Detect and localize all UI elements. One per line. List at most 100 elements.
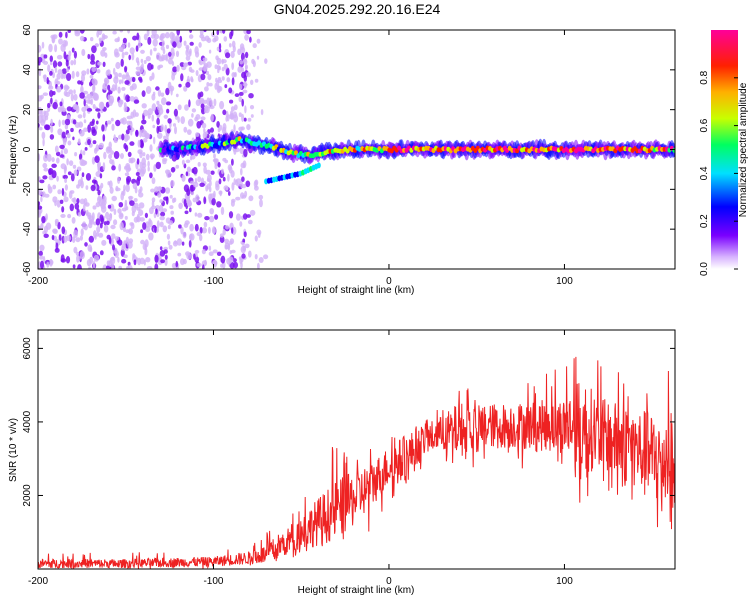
noise-dot <box>145 257 151 263</box>
noise-dot <box>96 69 101 74</box>
noise-dot <box>144 226 151 232</box>
noise-dot <box>175 93 179 98</box>
noise-dot <box>123 102 127 108</box>
noise-dot <box>241 194 247 199</box>
noise-dot <box>221 76 225 81</box>
noise-dot <box>137 41 142 48</box>
noise-dot <box>131 211 135 217</box>
noise-dot <box>112 244 115 251</box>
noise-dot <box>173 108 178 117</box>
noise-dot <box>195 51 200 58</box>
noise-dot <box>177 252 182 257</box>
noise-dot <box>103 224 109 233</box>
noise-dot <box>241 176 245 182</box>
noise-dot <box>169 194 173 199</box>
noise-dot <box>260 109 264 116</box>
noise-dot <box>181 159 185 165</box>
noise-dot <box>141 90 146 97</box>
noise-dot <box>202 162 207 168</box>
noise-dot <box>137 149 143 155</box>
noise-dot <box>149 172 153 179</box>
spectrogram-x-ticks: -200 -100 0 100 <box>28 30 573 287</box>
noise-dot <box>84 242 88 247</box>
noise-dot <box>143 60 147 64</box>
noise-dot <box>70 93 74 102</box>
noise-dot <box>88 266 92 269</box>
noise-dot <box>118 79 122 85</box>
noise-dot <box>252 60 256 68</box>
noise-dot <box>47 64 51 72</box>
noise-dot <box>67 140 72 146</box>
noise-dot <box>213 153 216 159</box>
noise-dot <box>72 119 77 125</box>
noise-dot <box>208 97 212 107</box>
noise-dot <box>165 101 172 106</box>
noise-dot <box>56 199 61 208</box>
noise-dot <box>46 261 50 268</box>
spectrogram-marks <box>38 30 675 269</box>
noise-dot <box>70 127 74 133</box>
noise-dot <box>172 41 177 48</box>
noise-dot <box>76 198 80 204</box>
noise-dot <box>201 227 208 234</box>
noise-dot <box>121 258 127 264</box>
noise-dot <box>238 96 243 103</box>
noise-dot <box>233 261 238 269</box>
noise-dot <box>234 93 240 97</box>
noise-dot <box>120 153 124 159</box>
noise-dot <box>126 115 133 120</box>
noise-dot <box>201 36 206 42</box>
noise-dot <box>107 94 111 101</box>
noise-dot <box>74 31 81 37</box>
noise-dot <box>183 184 190 193</box>
noise-dot <box>229 99 234 104</box>
noise-dot <box>175 266 180 269</box>
noise-dot <box>165 187 171 194</box>
noise-dot <box>97 61 102 66</box>
noise-dot <box>197 176 202 183</box>
noise-dot <box>111 165 116 171</box>
noise-dot <box>133 202 139 209</box>
noise-dot <box>189 41 194 46</box>
noise-dot <box>40 196 43 203</box>
colorbar-tick-label: 0.6 <box>699 118 710 132</box>
snr-x-ticks: -200 -100 0 100 <box>28 330 573 587</box>
noise-dot <box>77 264 82 269</box>
colorbar: 0.0 0.2 0.4 0.6 0.8 Normalized spectral ampl… <box>699 30 749 276</box>
noise-dot <box>241 242 245 246</box>
noise-dot <box>143 33 148 41</box>
noise-dot <box>60 213 66 218</box>
noise-dot <box>97 112 101 119</box>
y-tick-label: 60 <box>22 24 33 36</box>
noise-dot <box>92 84 96 93</box>
noise-dot <box>102 162 106 171</box>
noise-dot <box>137 60 140 66</box>
noise-dot <box>228 43 232 48</box>
noise-dot <box>122 188 126 196</box>
noise-dot <box>61 68 67 74</box>
noise-dot <box>215 183 220 191</box>
noise-dot <box>61 226 66 235</box>
noise-dot <box>66 158 69 166</box>
noise-dot <box>121 243 126 249</box>
noise-dot <box>175 164 180 169</box>
noise-dot <box>105 220 110 226</box>
noise-dot <box>259 199 263 208</box>
noise-dot <box>224 84 228 89</box>
noise-dot <box>164 254 168 260</box>
noise-dot <box>245 72 251 78</box>
noise-dot <box>193 181 199 188</box>
noise-dot <box>240 261 243 269</box>
noise-dot <box>229 238 235 245</box>
x-tick-label: -100 <box>203 576 223 587</box>
noise-dot <box>160 211 166 217</box>
noise-dot <box>156 117 160 125</box>
noise-dot <box>79 92 85 99</box>
noise-dot <box>125 206 129 211</box>
noise-dot <box>250 114 254 118</box>
noise-dot <box>136 215 141 223</box>
noise-dot <box>214 82 218 90</box>
noise-dot <box>77 80 82 85</box>
noise-dot <box>41 216 46 224</box>
noise-dot <box>194 256 200 263</box>
